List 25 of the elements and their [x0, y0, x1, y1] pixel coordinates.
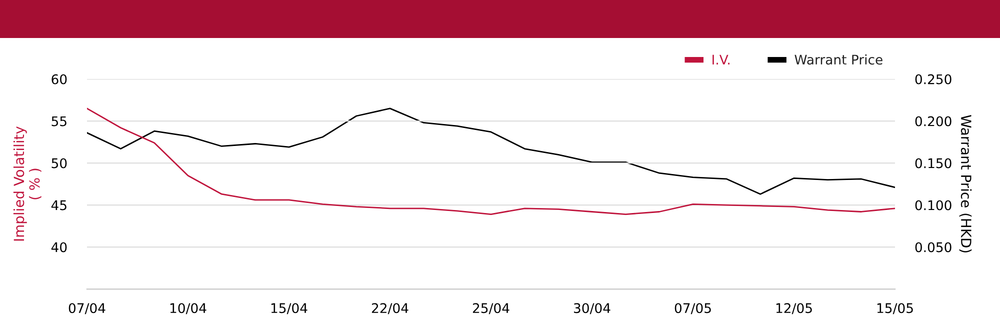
x-tick-label: 10/04: [170, 303, 206, 314]
y2-tick-label: 0.100: [915, 200, 952, 210]
x-tick-label: 30/04: [574, 303, 610, 314]
x-tick-label: 15/04: [271, 303, 308, 314]
y-tick-label: 45: [51, 200, 66, 210]
x-tick-label: 22/04: [372, 303, 408, 314]
y-tick-label: 60: [52, 74, 67, 84]
x-tick-label: 12/05: [776, 303, 812, 314]
y2-axis-title: Warrant Price (HKD): [959, 114, 972, 252]
x-tick-label: 07/05: [674, 303, 711, 314]
legend-label: I.V.: [712, 54, 730, 64]
line-series: [87, 108, 895, 195]
x-tick-label: 15/05: [877, 303, 913, 314]
y2-tick-label: 0.250: [915, 74, 952, 84]
y-tick-label: 55: [52, 116, 66, 126]
legend-label: Warrant Price: [794, 54, 882, 65]
y-tick-label: 50: [52, 158, 67, 168]
y2-tick-label: 0.150: [915, 158, 952, 168]
line-series: [87, 108, 895, 215]
x-tick-label: 25/04: [472, 303, 510, 314]
y2-tick-label: 0.200: [915, 116, 952, 126]
y-axis-title: Implied Volatility ( % ): [13, 126, 42, 241]
x-tick-label: 07/04: [68, 303, 106, 314]
y2-tick-label: 0.050: [915, 242, 952, 252]
y-tick-label: 40: [51, 242, 67, 252]
